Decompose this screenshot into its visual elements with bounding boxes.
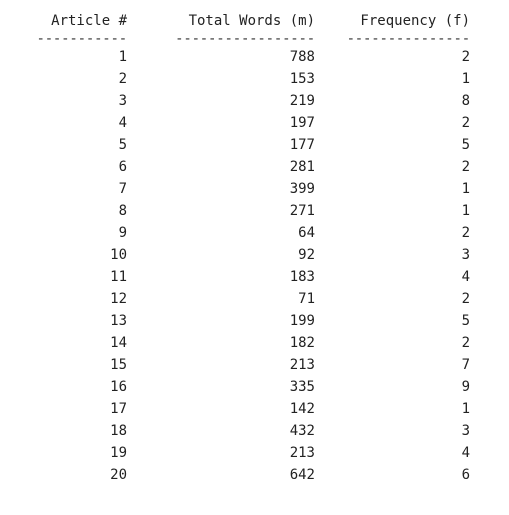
cell-total-words: 199 xyxy=(289,313,315,329)
cell-article-number: 11 xyxy=(110,269,127,285)
cell-frequency: 2 xyxy=(461,335,470,351)
header-total-words: Total Words (m) xyxy=(188,13,315,29)
cell-total-words: 788 xyxy=(289,49,315,65)
cell-frequency: 8 xyxy=(461,93,470,109)
separator: ----------------- xyxy=(175,31,315,47)
table-row: 8 271 1 xyxy=(10,200,470,222)
cell-frequency: 2 xyxy=(461,159,470,175)
cell-total-words: 92 xyxy=(298,247,315,263)
cell-total-words: 213 xyxy=(289,357,315,373)
table-row: 14 182 2 xyxy=(10,332,470,354)
cell-article-number: 3 xyxy=(118,93,127,109)
cell-total-words: 432 xyxy=(289,423,315,439)
table-row: 4 197 2 xyxy=(10,112,470,134)
cell-article-number: 4 xyxy=(118,115,127,131)
cell-article-number: 2 xyxy=(118,71,127,87)
header-article-number: Article # xyxy=(51,13,127,29)
cell-frequency: 5 xyxy=(461,313,470,329)
cell-total-words: 271 xyxy=(289,203,315,219)
table-row: 11 183 4 xyxy=(10,266,470,288)
table-row: 2 153 1 xyxy=(10,68,470,90)
cell-frequency: 3 xyxy=(461,247,470,263)
cell-article-number: 18 xyxy=(110,423,127,439)
cell-total-words: 197 xyxy=(289,115,315,131)
table-row: 5 177 5 xyxy=(10,134,470,156)
cell-article-number: 15 xyxy=(110,357,127,373)
cell-frequency: 7 xyxy=(461,357,470,373)
cell-article-number: 19 xyxy=(110,445,127,461)
cell-total-words: 64 xyxy=(298,225,315,241)
cell-frequency: 1 xyxy=(461,71,470,87)
cell-total-words: 71 xyxy=(298,291,315,307)
table-row: 12 71 2 xyxy=(10,288,470,310)
cell-frequency: 2 xyxy=(461,49,470,65)
cell-frequency: 4 xyxy=(461,445,470,461)
cell-total-words: 183 xyxy=(289,269,315,285)
cell-frequency: 4 xyxy=(461,269,470,285)
data-table: Article # Total Words (m) Frequency (f) … xyxy=(10,10,470,486)
cell-article-number: 13 xyxy=(110,313,127,329)
cell-total-words: 335 xyxy=(289,379,315,395)
separator: --------------- xyxy=(346,31,471,47)
cell-frequency: 6 xyxy=(461,467,470,483)
cell-total-words: 182 xyxy=(289,335,315,351)
cell-article-number: 20 xyxy=(110,467,127,483)
cell-total-words: 399 xyxy=(289,181,315,197)
cell-frequency: 1 xyxy=(461,181,470,197)
cell-total-words: 142 xyxy=(289,401,315,417)
cell-total-words: 213 xyxy=(289,445,315,461)
header-row: Article # Total Words (m) Frequency (f) xyxy=(10,10,470,32)
table-row: 17 142 1 xyxy=(10,398,470,420)
cell-article-number: 16 xyxy=(110,379,127,395)
cell-frequency: 2 xyxy=(461,291,470,307)
cell-total-words: 177 xyxy=(289,137,315,153)
cell-article-number: 14 xyxy=(110,335,127,351)
table-row: 9 64 2 xyxy=(10,222,470,244)
table-row: 10 92 3 xyxy=(10,244,470,266)
separator-row: ----------- ----------------- ----------… xyxy=(10,32,470,46)
cell-total-words: 642 xyxy=(289,467,315,483)
cell-total-words: 281 xyxy=(289,159,315,175)
cell-frequency: 3 xyxy=(461,423,470,439)
cell-frequency: 2 xyxy=(461,225,470,241)
cell-frequency: 5 xyxy=(461,137,470,153)
table-row: 18 432 3 xyxy=(10,420,470,442)
table-row: 13 199 5 xyxy=(10,310,470,332)
separator: ----------- xyxy=(36,31,127,47)
cell-article-number: 5 xyxy=(118,137,127,153)
header-frequency: Frequency (f) xyxy=(360,13,470,29)
cell-article-number: 9 xyxy=(118,225,127,241)
cell-total-words: 219 xyxy=(289,93,315,109)
table-row: 20 642 6 xyxy=(10,464,470,486)
table-row: 15 213 7 xyxy=(10,354,470,376)
table-row: 6 281 2 xyxy=(10,156,470,178)
cell-frequency: 2 xyxy=(461,115,470,131)
table-row: 1 788 2 xyxy=(10,46,470,68)
cell-article-number: 10 xyxy=(110,247,127,263)
table-row: 19 213 4 xyxy=(10,442,470,464)
cell-article-number: 1 xyxy=(118,49,127,65)
cell-total-words: 153 xyxy=(289,71,315,87)
table-row: 16 335 9 xyxy=(10,376,470,398)
cell-article-number: 7 xyxy=(118,181,127,197)
cell-article-number: 6 xyxy=(118,159,127,175)
cell-article-number: 8 xyxy=(118,203,127,219)
cell-frequency: 1 xyxy=(461,401,470,417)
cell-article-number: 12 xyxy=(110,291,127,307)
table-body: 1 788 2 2 153 1 3 219 8 4 197 2 5 177 5 6 281 2 7 399 1 8 271 1… xyxy=(10,46,470,486)
table-row: 7 399 1 xyxy=(10,178,470,200)
cell-article-number: 17 xyxy=(110,401,127,417)
cell-frequency: 9 xyxy=(461,379,470,395)
cell-frequency: 1 xyxy=(461,203,470,219)
table-row: 3 219 8 xyxy=(10,90,470,112)
